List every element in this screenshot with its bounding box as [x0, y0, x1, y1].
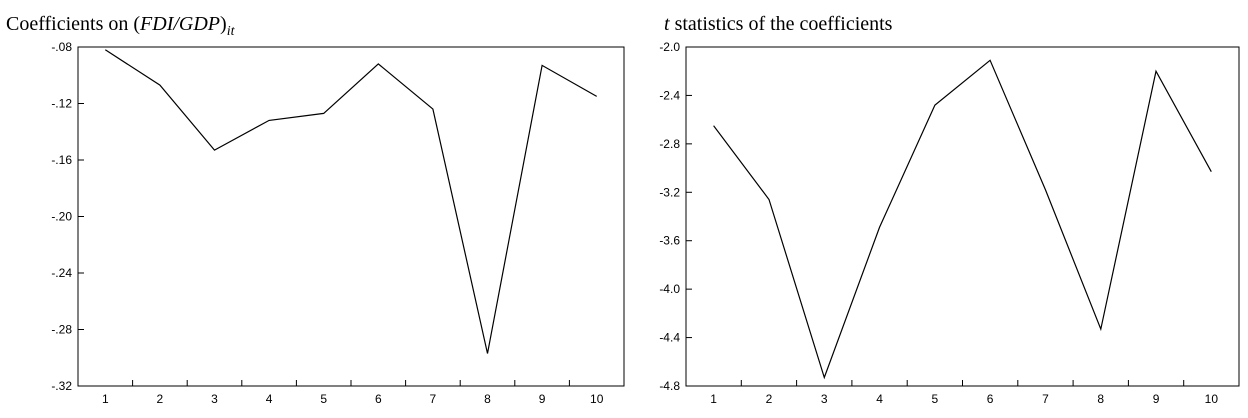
x-tick-label: 2 [157, 392, 164, 406]
x-tick-label: 2 [766, 392, 773, 406]
x-tick-label: 9 [539, 392, 546, 406]
y-tick-label: -2.4 [659, 88, 680, 102]
y-tick-label: -4.0 [659, 282, 680, 296]
series-line [104, 49, 597, 354]
x-tick-label: 3 [211, 392, 218, 406]
y-tick-label: -4.8 [659, 379, 680, 393]
chart-title: Coefficients on (FDI/GDP)it [6, 13, 236, 39]
chart-coefficients: Coefficients on (FDI/GDP)it 1 2 3 4 5 6 7 8 9 10 … [6, 13, 625, 406]
x-tick-label: 8 [484, 392, 491, 406]
x-tick-label: 9 [1153, 392, 1160, 406]
x-tick-label: 5 [320, 392, 327, 406]
x-tick-label: 1 [710, 392, 717, 406]
x-tick-label: 7 [430, 392, 437, 406]
x-tick-label: 7 [1042, 392, 1049, 406]
y-axis: -2.0 -2.4 -2.8 -3.2 -3.6 -4.0 -4.4 -4.8 [659, 40, 692, 393]
x-tick-label: 8 [1097, 392, 1104, 406]
plot-frame [685, 46, 1240, 387]
series-line [713, 59, 1212, 380]
y-axis: -.08 -.12 -.16 -.20 -.24 -.28 -.32 [51, 40, 84, 393]
y-tick-label: -.08 [51, 40, 72, 54]
chart-title: t statistics of the coefficients [664, 13, 893, 35]
y-tick-label: -.28 [51, 323, 72, 337]
x-tick-label: 3 [821, 392, 828, 406]
y-tick-label: -4.4 [659, 331, 680, 345]
x-axis: 1 2 3 4 5 6 7 8 9 10 [710, 380, 1218, 406]
x-tick-label: 6 [375, 392, 382, 406]
x-axis: 1 2 3 4 5 6 7 8 9 10 [102, 380, 604, 406]
x-tick-label: 4 [876, 392, 883, 406]
y-tick-label: -.20 [51, 210, 72, 224]
y-tick-label: -.32 [51, 379, 72, 393]
x-tick-label: 10 [1205, 392, 1219, 406]
y-tick-label: -2.0 [659, 40, 680, 54]
plot-frame [77, 46, 625, 387]
x-tick-label: 4 [266, 392, 273, 406]
x-tick-label: 5 [932, 392, 939, 406]
x-tick-label: 1 [102, 392, 109, 406]
y-tick-label: -.16 [51, 153, 72, 167]
y-tick-label: -2.8 [659, 137, 680, 151]
chart-t-statistics: t statistics of the coefficients 1 2 3 4 5 6 7… [659, 13, 1240, 406]
y-tick-label: -3.2 [659, 185, 680, 199]
x-tick-label: 10 [590, 392, 604, 406]
y-tick-label: -.24 [51, 266, 72, 280]
x-tick-label: 6 [987, 392, 994, 406]
y-tick-label: -3.6 [659, 234, 680, 248]
y-tick-label: -.12 [51, 97, 72, 111]
